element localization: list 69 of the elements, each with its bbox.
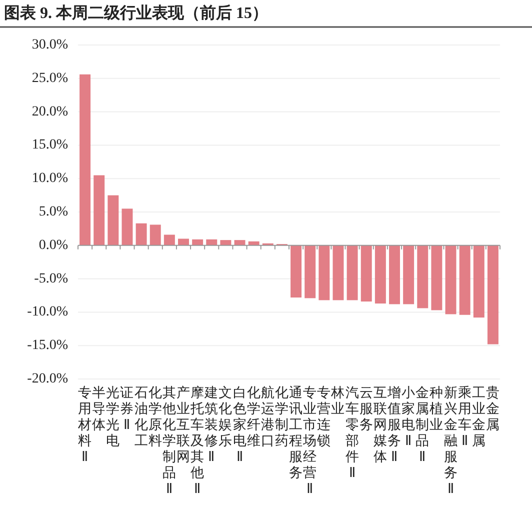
y-tick-label: 30.0% — [32, 38, 68, 52]
x-tick-label: 化学原料 — [148, 385, 162, 448]
bar — [445, 245, 456, 314]
bar — [389, 245, 400, 304]
x-tick-label: 汽车零部件Ⅱ — [345, 385, 360, 480]
bar — [164, 234, 175, 246]
bar — [108, 195, 119, 246]
bar — [136, 223, 147, 246]
y-tick-label: 15.0% — [32, 138, 68, 153]
x-tick-label: 云服务 — [359, 385, 374, 432]
bar — [360, 245, 372, 302]
bar — [220, 240, 232, 246]
x-tick-label: 半导体 — [92, 385, 106, 432]
y-tick-label: -15.0% — [27, 338, 68, 354]
bar — [346, 245, 358, 300]
x-tick-label: 新兴金融服务Ⅱ — [444, 385, 458, 496]
bar — [192, 239, 204, 246]
x-tick-label: 种植业 — [430, 385, 444, 432]
x-tick-label: 贵金属 — [486, 385, 500, 432]
x-tick-label: 金属制品Ⅱ — [416, 385, 430, 464]
x-tick-label: 乘用车Ⅱ — [458, 385, 472, 448]
x-tick-label: 其他化学制品Ⅱ — [162, 385, 176, 496]
y-tick-label: 0.0% — [38, 238, 68, 253]
y-tick-label: 25.0% — [32, 70, 68, 86]
bar — [122, 208, 133, 246]
bar — [374, 245, 386, 304]
x-tick-label: 增值服务Ⅱ — [386, 385, 402, 464]
bar — [178, 238, 189, 246]
bar — [80, 74, 91, 246]
x-tick-label: 化学纤维 — [246, 385, 261, 448]
bar — [332, 245, 344, 300]
x-tick-label: 林业 — [330, 385, 346, 416]
x-tick-label: 互联网媒体 — [373, 385, 388, 464]
bar — [304, 245, 316, 298]
x-tick-label: 光学光电 — [106, 385, 120, 448]
bar — [431, 245, 442, 310]
x-tick-label: 白色家电Ⅱ — [232, 385, 247, 464]
bar — [94, 175, 105, 246]
bar — [206, 239, 218, 246]
bar — [459, 245, 470, 315]
x-tick-label: 石油化工 — [134, 385, 148, 448]
bar — [417, 245, 428, 308]
x-tick-label: 产业互联网 — [176, 385, 190, 464]
x-tick-label: 证券Ⅱ — [120, 385, 134, 432]
x-tick-label: 工业金属 — [472, 385, 486, 448]
x-tick-label: 专业市场经营Ⅱ — [302, 385, 318, 496]
x-tick-label: 化学制药 — [274, 385, 289, 448]
x-tick-label: 航运港口 — [260, 385, 275, 448]
y-tick-label: -5.0% — [34, 271, 68, 286]
y-tick-label: 5.0% — [38, 204, 68, 220]
x-tick-label: 专用材料Ⅱ — [77, 385, 92, 464]
y-tick-label: -20.0% — [27, 372, 68, 386]
x-tick-label: 专营连锁 — [316, 385, 332, 448]
y-tick-label: 20.0% — [32, 104, 68, 120]
x-tick-label: 小家电Ⅱ — [402, 385, 416, 448]
x-tick-label: 建筑装修Ⅱ — [204, 385, 219, 464]
x-tick-label: 摩托车及其他Ⅱ — [190, 385, 205, 496]
x-tick-label: 通讯工程服务 — [289, 385, 304, 480]
bar — [290, 245, 302, 298]
bar — [234, 240, 246, 246]
bar — [487, 245, 498, 344]
bar — [473, 245, 484, 318]
bar — [318, 245, 330, 300]
y-tick-label: -10.0% — [27, 304, 68, 320]
y-tick-label: 10.0% — [32, 171, 68, 186]
chart-title: 图表 9. 本周二级行业表现（前后 15） — [4, 4, 268, 22]
bar — [403, 245, 414, 304]
bar — [150, 224, 161, 246]
x-tick-label: 文化娱乐 — [218, 385, 233, 448]
